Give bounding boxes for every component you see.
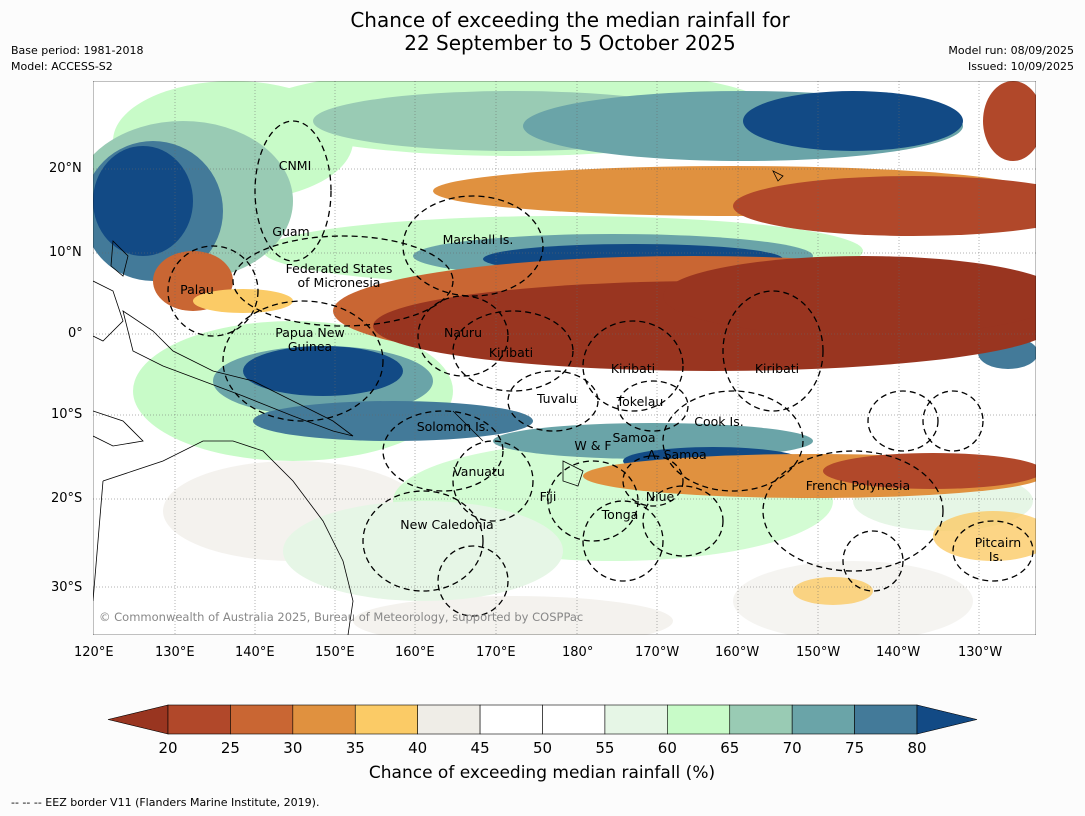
label-guam: Guam [272, 224, 309, 239]
colorbar-tick-label: 50 [533, 739, 552, 757]
colorbar-tick-label: 45 [471, 739, 490, 757]
colorbar-tick-label: 40 [408, 739, 427, 757]
label-solomon: Solomon Is. [417, 419, 490, 434]
label-tuvalu: Tuvalu [536, 391, 577, 406]
label-wf: W & F [574, 438, 611, 453]
colorbar-tick-label: 80 [907, 739, 926, 757]
colorbar-tick-label: 70 [783, 739, 802, 757]
colorbar-tick-label: 30 [283, 739, 302, 757]
colorbar-cell [292, 704, 356, 735]
lon-tick-180: 180° [562, 645, 594, 660]
colorbar-cell [417, 704, 481, 735]
colorbar-tick-label: 65 [720, 739, 739, 757]
lon-tick-130e: 130°E [155, 645, 195, 660]
eez-footnote: -- -- -- EEZ border V11 (Flanders Marine… [11, 796, 320, 809]
label-tonga: Tonga [601, 507, 639, 522]
graticule [93, 81, 1036, 635]
colorbar-cell [667, 704, 731, 735]
colorbar-cell [604, 704, 668, 735]
label-niue: Niue [646, 489, 675, 504]
lon-tick-150w: 150°W [796, 645, 841, 660]
label-fiji: Fiji [540, 489, 557, 504]
title-line-2: 22 September to 5 October 2025 [404, 31, 736, 55]
colorbar-tick-label: 55 [595, 739, 614, 757]
label-png-line2: Guinea [288, 339, 332, 354]
label-fsm-line2: of Micronesia [298, 275, 381, 290]
colorbar-cell [479, 704, 543, 735]
label-new-caledonia: New Caledonia [400, 517, 493, 532]
rainfall-map: CNMI Guam Marshall Is. Federated States … [93, 81, 1036, 635]
coastlines [93, 170, 784, 635]
label-cnmi: CNMI [279, 158, 312, 173]
label-kiribati-east: Kiribati [755, 361, 799, 376]
colorbar-cell [791, 704, 855, 735]
colorbar: 20 25 30 35 40 45 50 55 60 65 70 75 80 Chance of exc… [107, 704, 978, 783]
lon-tick-140e: 140°E [235, 645, 275, 660]
issued-date: Issued: 10/09/2025 [967, 60, 1074, 73]
colorbar-cell [729, 704, 793, 735]
eez-borders [167, 120, 1034, 617]
lon-tick-160w: 160°W [715, 645, 760, 660]
lon-tick-120e: 120°E [74, 645, 114, 660]
lat-tick-20s: 20°S [51, 491, 83, 506]
lon-tick-150e: 150°E [315, 645, 355, 660]
lat-tick-20n: 20°N [49, 161, 82, 176]
lat-tick-30s: 30°S [51, 580, 83, 595]
label-pitcairn-line1: Pitcairn [975, 535, 1021, 550]
colorbar-tick-label: 60 [658, 739, 677, 757]
lon-tick-140w: 140°W [876, 645, 921, 660]
label-cook: Cook Is. [694, 414, 743, 429]
label-kiribati-west: Kiribati [489, 345, 533, 360]
colorbar-tick-label: 75 [845, 739, 864, 757]
colorbar-cell [167, 704, 231, 735]
lon-tick-160e: 160°E [395, 645, 435, 660]
lat-tick-10s: 10°S [51, 407, 83, 422]
label-kiribati-central: Kiribati [611, 361, 655, 376]
lon-tick-130w: 130°W [958, 645, 1003, 660]
model-run: Model run: 08/09/2025 [948, 44, 1074, 57]
label-palau: Palau [180, 282, 214, 297]
region-labels: CNMI Guam Marshall Is. Federated States … [180, 158, 1021, 564]
rainfall-field [93, 81, 1036, 635]
colorbar-extend-low [107, 704, 169, 735]
label-png-line1: Papua New [275, 325, 344, 340]
colorbar-extend-high [916, 704, 978, 735]
title-line-1: Chance of exceeding the median rainfall … [350, 8, 790, 32]
colorbar-tick-label: 25 [221, 739, 240, 757]
colorbar-cell [854, 704, 918, 735]
lat-tick-0: 0° [68, 326, 83, 341]
base-period: Base period: 1981-2018 [11, 44, 144, 57]
label-tokelau: Tokelau [616, 394, 664, 409]
label-vanuatu: Vanuatu [453, 464, 505, 479]
label-nauru: Nauru [444, 325, 482, 340]
label-fsm-line1: Federated States [286, 261, 393, 276]
model-name: Model: ACCESS-S2 [11, 60, 113, 73]
copyright-text: © Commonwealth of Australia 2025, Bureau… [99, 610, 583, 624]
lat-tick-10n: 10°N [49, 245, 82, 260]
label-french-polynesia: French Polynesia [806, 478, 910, 493]
colorbar-title: Chance of exceeding median rainfall (%) [369, 763, 715, 783]
colorbar-cell [542, 704, 606, 735]
colorbar-cell [354, 704, 418, 735]
label-american-samoa: A. Samoa [647, 447, 706, 462]
colorbar-tick-label: 35 [346, 739, 365, 757]
colorbar-tick-label: 20 [158, 739, 177, 757]
label-pitcairn-line2: Is. [989, 549, 1003, 564]
colorbar-cell [230, 704, 294, 735]
label-marshall: Marshall Is. [443, 232, 514, 247]
label-samoa: Samoa [612, 430, 655, 445]
lon-tick-170w: 170°W [635, 645, 680, 660]
lon-tick-170e: 170°E [476, 645, 516, 660]
